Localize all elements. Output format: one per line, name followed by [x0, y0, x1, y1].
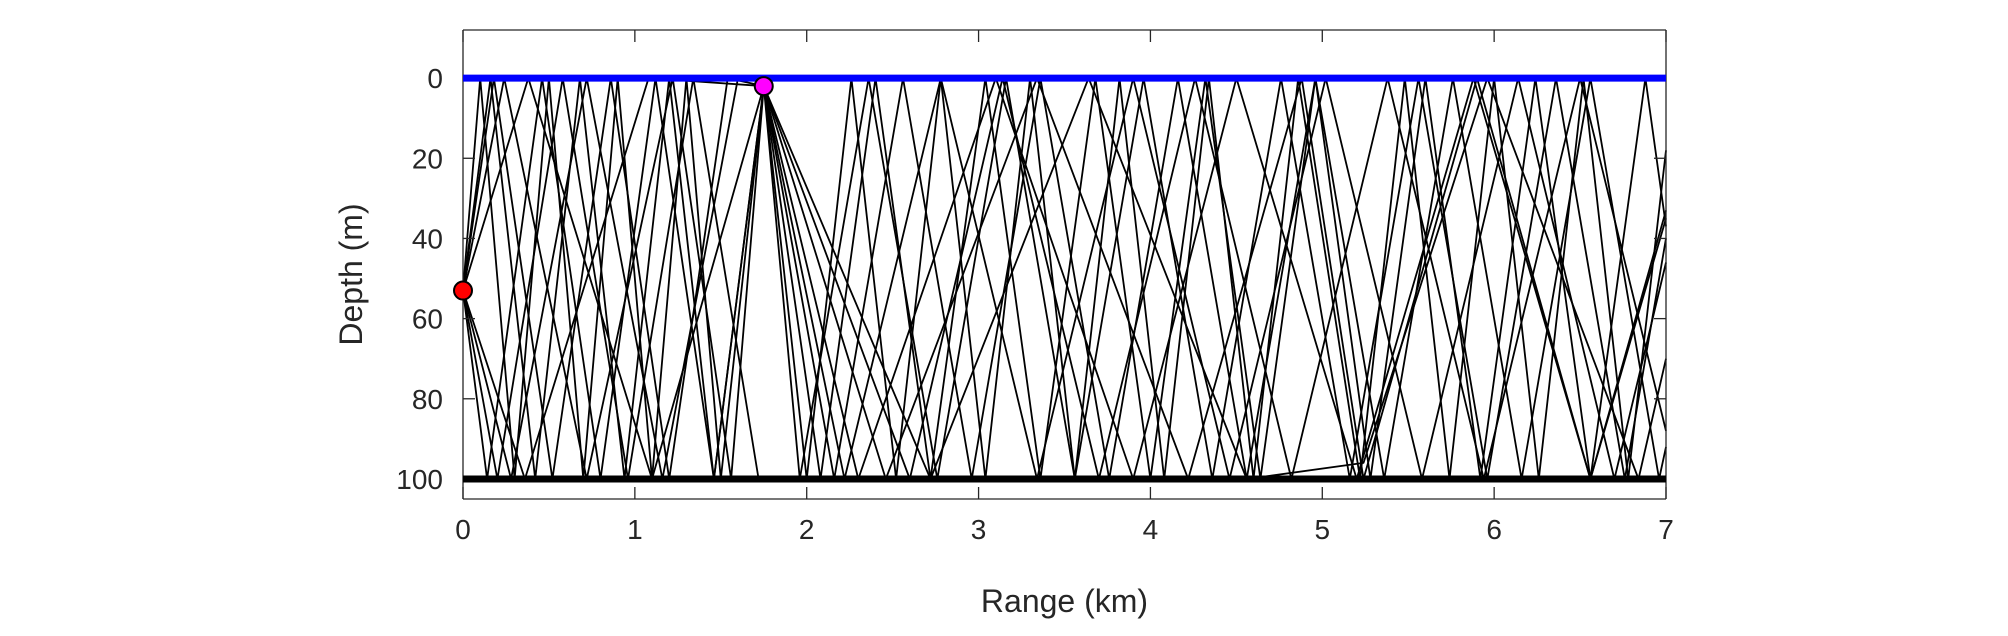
markers [453, 76, 774, 301]
x-tick-label: 6 [1486, 514, 1502, 545]
x-tick-label: 2 [799, 514, 815, 545]
y-tick-label: 60 [412, 304, 443, 335]
ray-leg1-4 [462, 77, 765, 480]
x-tick-label: 7 [1658, 514, 1674, 545]
ray-leg2-9 [762, 77, 1667, 480]
ray-leg1-1 [462, 77, 765, 480]
ray-leg2-7 [762, 77, 1667, 480]
tick-labels: 0 1 2 3 4 5 6 7 0 20 40 60 80 100 [396, 63, 1674, 545]
x-tick-label: 0 [455, 514, 471, 545]
receiver-marker [753, 76, 774, 97]
x-tick-label: 5 [1314, 514, 1330, 545]
y-tick-label: 80 [412, 384, 443, 415]
y-tick-label: 100 [396, 464, 443, 495]
y-tick-label: 40 [412, 223, 443, 254]
y-tick-label: 20 [412, 143, 443, 174]
ray-paths [462, 77, 1667, 480]
ray-leg1-6 [462, 77, 765, 480]
ray-leg1-2 [462, 77, 760, 480]
boundaries [463, 74, 1666, 483]
x-tick-label: 4 [1143, 514, 1159, 545]
x-tick-label: 3 [971, 514, 987, 545]
x-axis-label: Range (km) [981, 583, 1148, 619]
y-axis-label: Depth (m) [333, 203, 369, 345]
ray-leg1-5 [462, 77, 765, 480]
source-marker [453, 280, 473, 301]
y-tick-label: 0 [427, 63, 443, 94]
plot-axes [462, 29, 1667, 500]
ray-leg1-7 [462, 77, 764, 480]
x-tick-label: 1 [627, 514, 643, 545]
